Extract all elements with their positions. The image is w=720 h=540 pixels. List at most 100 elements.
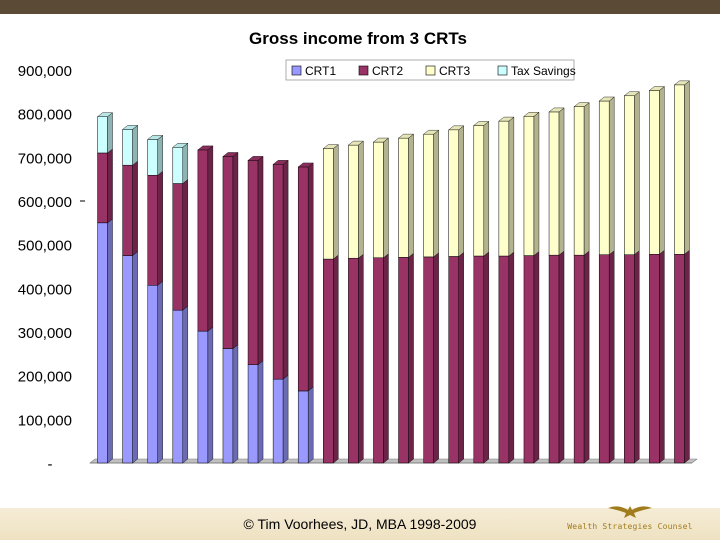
bar-side [308, 162, 314, 392]
bar-segment [598, 250, 615, 464]
bar-face [523, 116, 535, 256]
bar-side [408, 252, 414, 464]
bar-face [498, 255, 510, 464]
bar-side [282, 374, 289, 464]
bar-face [247, 160, 259, 365]
bar-top [272, 160, 289, 165]
bar-side [358, 253, 364, 464]
bar-side [132, 251, 138, 464]
bar-top [222, 152, 239, 157]
bar-side [383, 137, 389, 259]
bar-segment [247, 155, 264, 366]
bar-segment [172, 179, 188, 311]
bar-face [674, 84, 685, 255]
bar-top [448, 125, 465, 131]
bar-segment [147, 170, 163, 286]
bar-side [684, 80, 690, 255]
bar-segment [323, 254, 339, 464]
bar-side [558, 107, 565, 256]
bar-segment [624, 91, 640, 256]
bar-side [583, 102, 590, 256]
bar-side [508, 116, 515, 257]
bar-top [523, 112, 540, 117]
bar-segment [147, 135, 163, 176]
legend-label: Tax Savings [511, 64, 576, 78]
brand-text: Wealth Strategies Counsel [567, 522, 693, 531]
bar-top [498, 116, 515, 122]
bar-face [423, 256, 434, 464]
legend: CRT1 CRT2 CRT3 Tax Savings [285, 59, 576, 81]
y-tick-label: 200,000 [18, 369, 72, 386]
bar-side [257, 155, 264, 366]
bar-top [297, 162, 314, 168]
bar-face [323, 148, 334, 260]
bar-face [222, 348, 234, 464]
bar-segment [448, 252, 464, 464]
bar-side [508, 251, 515, 464]
legend-swatch [291, 65, 302, 76]
bar-face [674, 254, 685, 464]
bar-side [257, 360, 264, 464]
y-tick-label: - [48, 456, 53, 473]
y-tick-label: 900,000 [18, 63, 72, 80]
y-tick-label: 600,000 [18, 194, 72, 211]
bar-segment [548, 107, 565, 256]
bar-top [172, 143, 189, 148]
bar-side [458, 252, 464, 464]
footer [0, 508, 720, 540]
bar-segment [297, 386, 314, 464]
bar-segment [348, 253, 364, 464]
bar-face [122, 164, 133, 256]
bar-side [383, 253, 389, 464]
bar-face [297, 166, 309, 392]
bar-face [122, 255, 133, 464]
bar-segment [348, 140, 364, 259]
bar-segment [498, 251, 515, 464]
bar-top [96, 112, 114, 117]
bar-side [684, 249, 690, 464]
y-tick-label: 100,000 [18, 412, 72, 429]
bar-segment [548, 250, 565, 464]
copyright-text: © Tim Voorhees, JD, MBA 1998-2009 [243, 516, 477, 532]
bar-side [533, 111, 540, 256]
bar-segment [523, 111, 540, 256]
bar-side [634, 91, 640, 256]
bar-top [673, 80, 691, 86]
legend-label: CRT3 [439, 64, 470, 78]
chart: Gross income from 3 CRTs - 100,000 200,000… [18, 29, 698, 473]
y-tick-label: 500,000 [18, 238, 72, 255]
bar-segment [373, 137, 389, 259]
bar-face [423, 133, 434, 258]
bar-face [97, 222, 108, 464]
bar-segment [649, 86, 665, 255]
bar-segment [448, 125, 464, 257]
bar-face [548, 254, 560, 464]
bar-side [132, 124, 138, 166]
bar-top [573, 102, 590, 107]
bar-side [157, 170, 163, 286]
y-axis: - 100,000 200,000 300,000 400,000 500,000 600,… [18, 63, 85, 473]
bar-side [333, 144, 339, 260]
bars [96, 80, 691, 464]
bar-side [458, 125, 464, 257]
bar-side [433, 252, 439, 464]
bar-face [172, 147, 184, 184]
bar-face [548, 111, 560, 256]
bar-segment [649, 249, 665, 464]
bar-top [623, 91, 640, 96]
bar-top [322, 144, 339, 149]
y-tick-label: 400,000 [18, 281, 72, 298]
bar-face [297, 390, 309, 464]
bar-segment [272, 159, 289, 380]
bar-face [523, 255, 535, 464]
bar-face [598, 100, 610, 255]
bar-face [348, 144, 359, 259]
bar-face [247, 364, 259, 464]
bar-segment [197, 145, 214, 332]
bar-side [182, 142, 188, 184]
y-tick-label: 700,000 [18, 150, 72, 167]
bar-side [533, 251, 540, 464]
bar-segment [122, 160, 138, 256]
bar-side [483, 251, 489, 464]
bar-segment [423, 129, 439, 258]
